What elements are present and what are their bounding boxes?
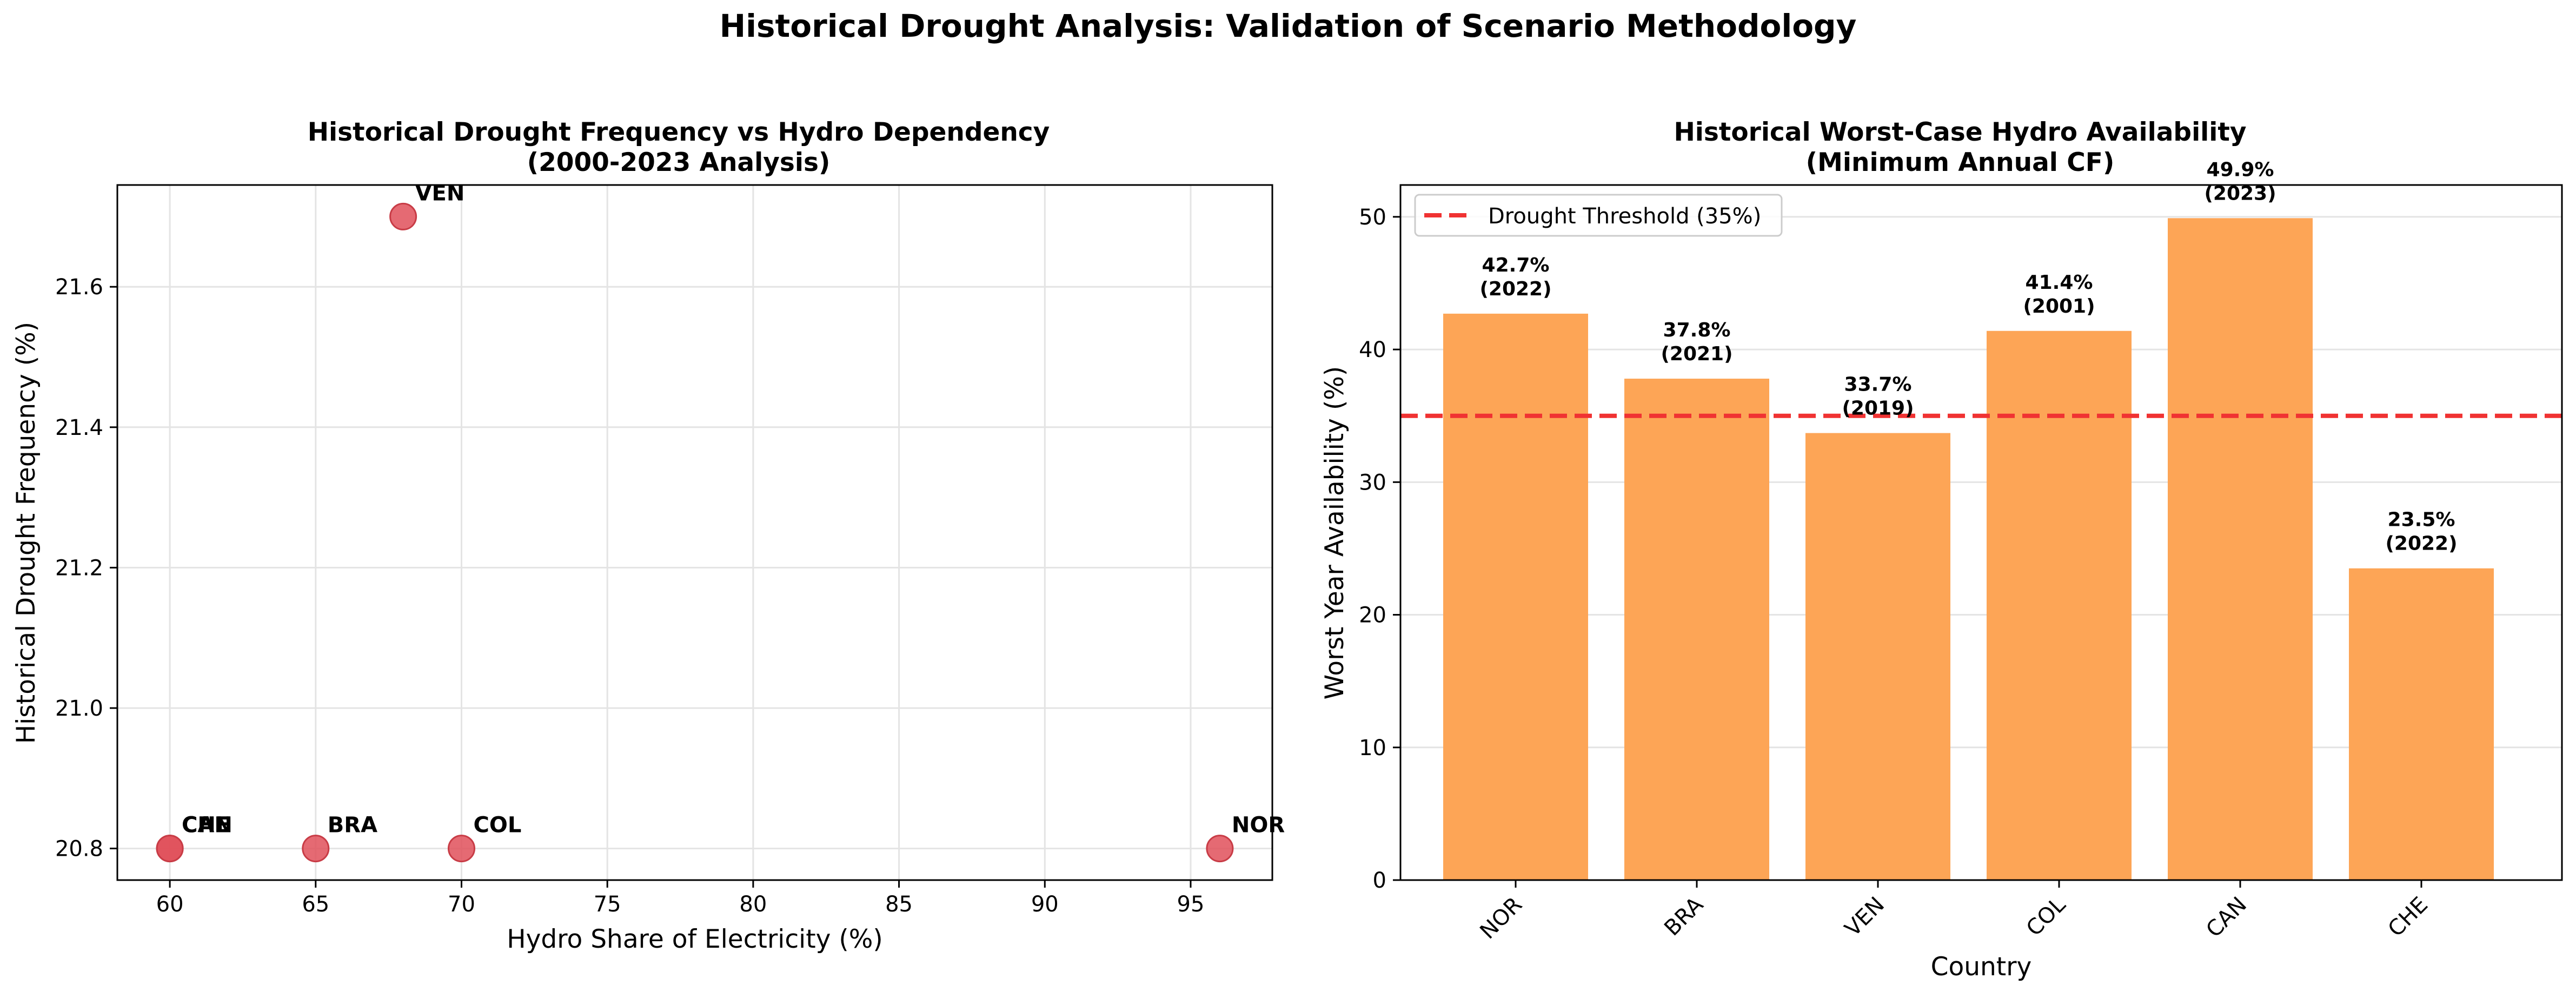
scatter-x-tick-label: 70	[448, 892, 475, 917]
bar-value-label: 37.8%	[1663, 319, 1731, 341]
bar	[1624, 379, 1769, 880]
scatter-point-label: COL	[473, 813, 521, 838]
scatter-point	[156, 835, 184, 863]
bar-year-label: (2001)	[2023, 295, 2095, 318]
bar-y-tick-label: 40	[1359, 338, 1386, 362]
scatter-title-line1: Historical Drought Frequency vs Hydro De…	[308, 117, 1050, 147]
legend-box	[1414, 194, 1783, 237]
bar-y-tick-label: 50	[1359, 205, 1386, 230]
bar-y-tick-label: 30	[1359, 470, 1386, 495]
scatter-x-tick-label: 75	[594, 892, 621, 917]
bar-year-label: (2023)	[2204, 182, 2276, 204]
bar-year-label: (2022)	[1479, 278, 1551, 300]
scatter-x-tick-label: 85	[885, 892, 913, 917]
scatter-x-tick-label: 60	[156, 892, 184, 917]
scatter-plot-frame	[116, 184, 1273, 881]
bar-title-line2: (Minimum Annual CF)	[1806, 148, 2115, 177]
bar-panel: Historical Worst-Case Hydro Availability…	[1320, 117, 2563, 982]
scatter-y-tick-label: 21.6	[55, 275, 103, 300]
scatter-point-label: CHE	[182, 813, 230, 838]
bar-year-label: (2021)	[1661, 343, 1732, 365]
scatter-panel: Historical Drought Frequency vs Hydro De…	[11, 117, 1285, 954]
bar-y-tick-label: 10	[1359, 736, 1386, 761]
scatter-y-tick-label: 21.2	[55, 556, 103, 580]
scatter-y-axis-label: Historical Drought Frequency (%)	[11, 322, 41, 744]
scatter-x-tick-label: 65	[302, 892, 329, 917]
bar-x-tick-label: CHE	[2384, 893, 2433, 942]
scatter-x-tick-label: 80	[739, 892, 767, 917]
scatter-y-tick-label: 21.0	[55, 696, 103, 721]
bar-title-line1: Historical Worst-Case Hydro Availability	[1674, 117, 2246, 147]
scatter-point-label: NOR	[1232, 813, 1285, 838]
scatter-point	[447, 835, 475, 863]
bar-x-tick-label: CAN	[2201, 893, 2252, 943]
bar-series	[1443, 218, 2494, 881]
bar-y-tick-label: 0	[1373, 868, 1386, 893]
bar-x-tick-label: VEN	[1840, 893, 1889, 942]
figure-title: Historical Drought Analysis: Validation …	[719, 8, 1857, 44]
scatter-point	[389, 202, 417, 230]
bar-value-label: 33.7%	[1844, 374, 1912, 396]
bar	[2349, 568, 2494, 880]
scatter-y-tick-label: 21.4	[55, 415, 103, 440]
bar-x-tick-label: NOR	[1475, 893, 1527, 944]
bar-value-label: 42.7%	[1482, 254, 1550, 276]
bar-legend: Drought Threshold (35%)	[1414, 194, 1783, 237]
bar-x-tick-label: BRA	[1659, 892, 1708, 941]
scatter-title-line2: (2000-2023 Analysis)	[527, 148, 831, 177]
scatter-point-label: CAN	[182, 813, 233, 838]
scatter-x-tick-label: 90	[1031, 892, 1059, 917]
scatter-point-label: BRA	[328, 813, 377, 838]
bar-y-axis-label: Worst Year Availability (%)	[1320, 366, 1350, 700]
legend-threshold-label: Drought Threshold (35%)	[1488, 204, 1761, 229]
bar-value-label: 23.5%	[2388, 509, 2455, 531]
scatter-point	[302, 835, 330, 863]
scatter-x-axis-label: Hydro Share of Electricity (%)	[507, 924, 883, 954]
scatter-grid	[117, 185, 1272, 880]
scatter-point	[1206, 835, 1234, 863]
bar	[1443, 313, 1588, 881]
scatter-y-tick-label: 20.8	[55, 837, 103, 862]
bar-x-axis-label: Country	[1931, 952, 2032, 982]
bar-year-label: (2019)	[1842, 398, 1914, 420]
bar	[2168, 218, 2313, 880]
bar-data-labels: 42.7%(2022)37.8%(2021)33.7%(2019)41.4%(2…	[1479, 158, 2457, 554]
bar-value-label: 49.9%	[2207, 158, 2274, 181]
bar-x-tick-label: COL	[2022, 892, 2071, 941]
bar-year-label: (2022)	[2385, 533, 2457, 555]
bar-value-label: 41.4%	[2026, 272, 2093, 294]
bar-plot-frame	[1399, 184, 2563, 881]
scatter-ticks: 60 65 70 75 80 85 90 95 20.8 21.0 21.2 21.4 21.6	[55, 275, 1204, 917]
bar	[1987, 331, 2132, 880]
scatter-x-tick-label: 95	[1177, 892, 1205, 917]
bar-y-tick-label: 20	[1359, 603, 1386, 628]
bar	[1805, 433, 1950, 880]
